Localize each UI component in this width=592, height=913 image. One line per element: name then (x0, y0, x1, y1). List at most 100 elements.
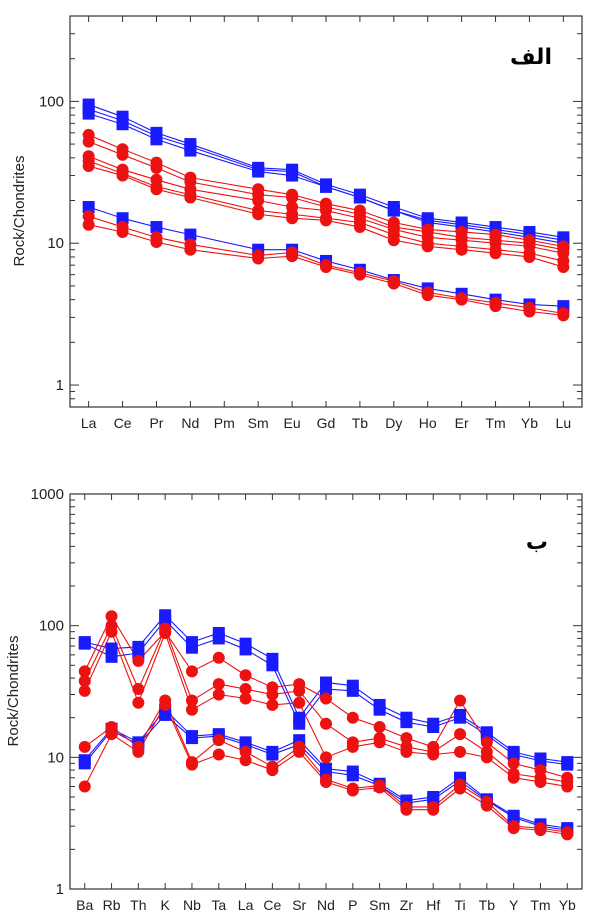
data-point-circle (373, 781, 386, 794)
y-tick-label: 10 (47, 235, 64, 252)
x-category-label: Ce (114, 415, 132, 431)
data-point-circle (353, 268, 366, 281)
x-category-label: Yb (559, 897, 576, 913)
data-point-circle (185, 694, 198, 707)
data-point-circle (78, 740, 91, 753)
data-point-square (82, 107, 95, 120)
data-point-circle (320, 260, 332, 273)
data-point-circle (427, 748, 440, 761)
data-point-circle (480, 736, 493, 749)
data-point-circle (252, 252, 265, 265)
x-category-label: Eu (284, 415, 301, 431)
data-point-circle (507, 757, 520, 770)
data-point-circle (116, 148, 129, 161)
data-point-square (353, 191, 366, 204)
x-category-label: Zr (400, 897, 414, 913)
x-category-label: K (160, 897, 170, 913)
data-point-circle (185, 665, 198, 678)
data-point-square (150, 133, 163, 146)
data-point-square (252, 165, 265, 178)
data-point-circle (489, 300, 502, 313)
data-point-circle (346, 711, 359, 724)
data-point-square (534, 754, 547, 767)
data-point-square (78, 637, 91, 650)
data-point-circle (353, 221, 366, 234)
data-point-circle (184, 243, 197, 256)
x-category-label: Ho (419, 415, 437, 431)
x-category-label: Y (509, 897, 519, 913)
panel-label: ب (526, 530, 548, 555)
y-axis-title: Rock/Chondrites (11, 156, 28, 267)
x-category-label: Lu (556, 415, 572, 431)
data-point-circle (78, 780, 91, 793)
y-tick-label: 1 (56, 377, 64, 394)
data-point-circle (82, 135, 95, 148)
data-point-circle (185, 703, 198, 716)
data-point-circle (239, 683, 252, 696)
data-point-circle (346, 740, 359, 753)
data-point-circle (373, 736, 386, 749)
data-point-circle (252, 194, 265, 207)
y-tick-label: 1 (56, 881, 64, 898)
x-category-label: Ta (211, 897, 226, 913)
data-point-circle (252, 208, 265, 221)
data-point-circle (427, 803, 440, 816)
data-point-square (346, 684, 359, 697)
data-point-circle (212, 748, 225, 761)
data-point-circle (561, 828, 574, 841)
data-point-circle (320, 717, 332, 730)
data-point-square (286, 169, 299, 182)
data-point-circle (286, 212, 299, 225)
data-point-circle (82, 160, 95, 173)
x-category-label: Tb (479, 897, 496, 913)
data-point-circle (293, 684, 306, 697)
data-point-circle (534, 824, 547, 837)
data-point-circle (454, 728, 467, 741)
data-point-square (159, 614, 172, 627)
x-category-label: Sr (292, 897, 306, 913)
data-point-circle (400, 803, 413, 816)
x-category-label: La (81, 415, 97, 431)
data-point-circle (320, 214, 332, 227)
data-point-square (320, 180, 332, 193)
data-point-circle (78, 674, 91, 687)
data-point-circle (159, 698, 172, 711)
x-category-label: Sm (369, 897, 390, 913)
data-point-circle (346, 784, 359, 797)
data-point-circle (132, 683, 145, 696)
x-category-label: Ce (263, 897, 281, 913)
x-category-label: Tb (352, 415, 369, 431)
data-point-circle (105, 728, 118, 741)
data-point-circle (320, 692, 332, 705)
data-point-circle (421, 240, 434, 253)
x-category-label: Yb (521, 415, 538, 431)
data-point-square (116, 118, 129, 131)
data-point-square (507, 748, 520, 761)
data-point-circle (78, 684, 91, 697)
x-category-label: Ba (76, 897, 93, 913)
data-point-circle (557, 309, 570, 322)
data-point-circle (78, 665, 91, 678)
data-point-square (293, 717, 306, 730)
data-point-square (82, 201, 95, 214)
data-point-circle (523, 250, 536, 263)
data-point-square (320, 683, 332, 696)
data-point-circle (266, 688, 279, 701)
data-point-square (427, 720, 440, 733)
x-category-label: Th (130, 897, 146, 913)
data-point-square (116, 212, 129, 225)
data-point-circle (82, 218, 95, 231)
data-point-circle (534, 775, 547, 788)
data-point-circle (455, 243, 468, 256)
x-category-label: Tm (530, 897, 550, 913)
data-point-circle (116, 169, 129, 182)
panel-1: 1 10 100 Rock/Chondrites La Ce Pr Nd Pm Sm Eu Gd Tb D… (11, 15, 583, 431)
data-point-square (387, 204, 400, 217)
data-point-circle (239, 745, 252, 758)
data-point-square (150, 221, 163, 234)
data-point-circle (105, 625, 118, 638)
data-point-circle (286, 250, 299, 263)
data-point-square (239, 643, 252, 656)
data-point-square (184, 228, 197, 241)
